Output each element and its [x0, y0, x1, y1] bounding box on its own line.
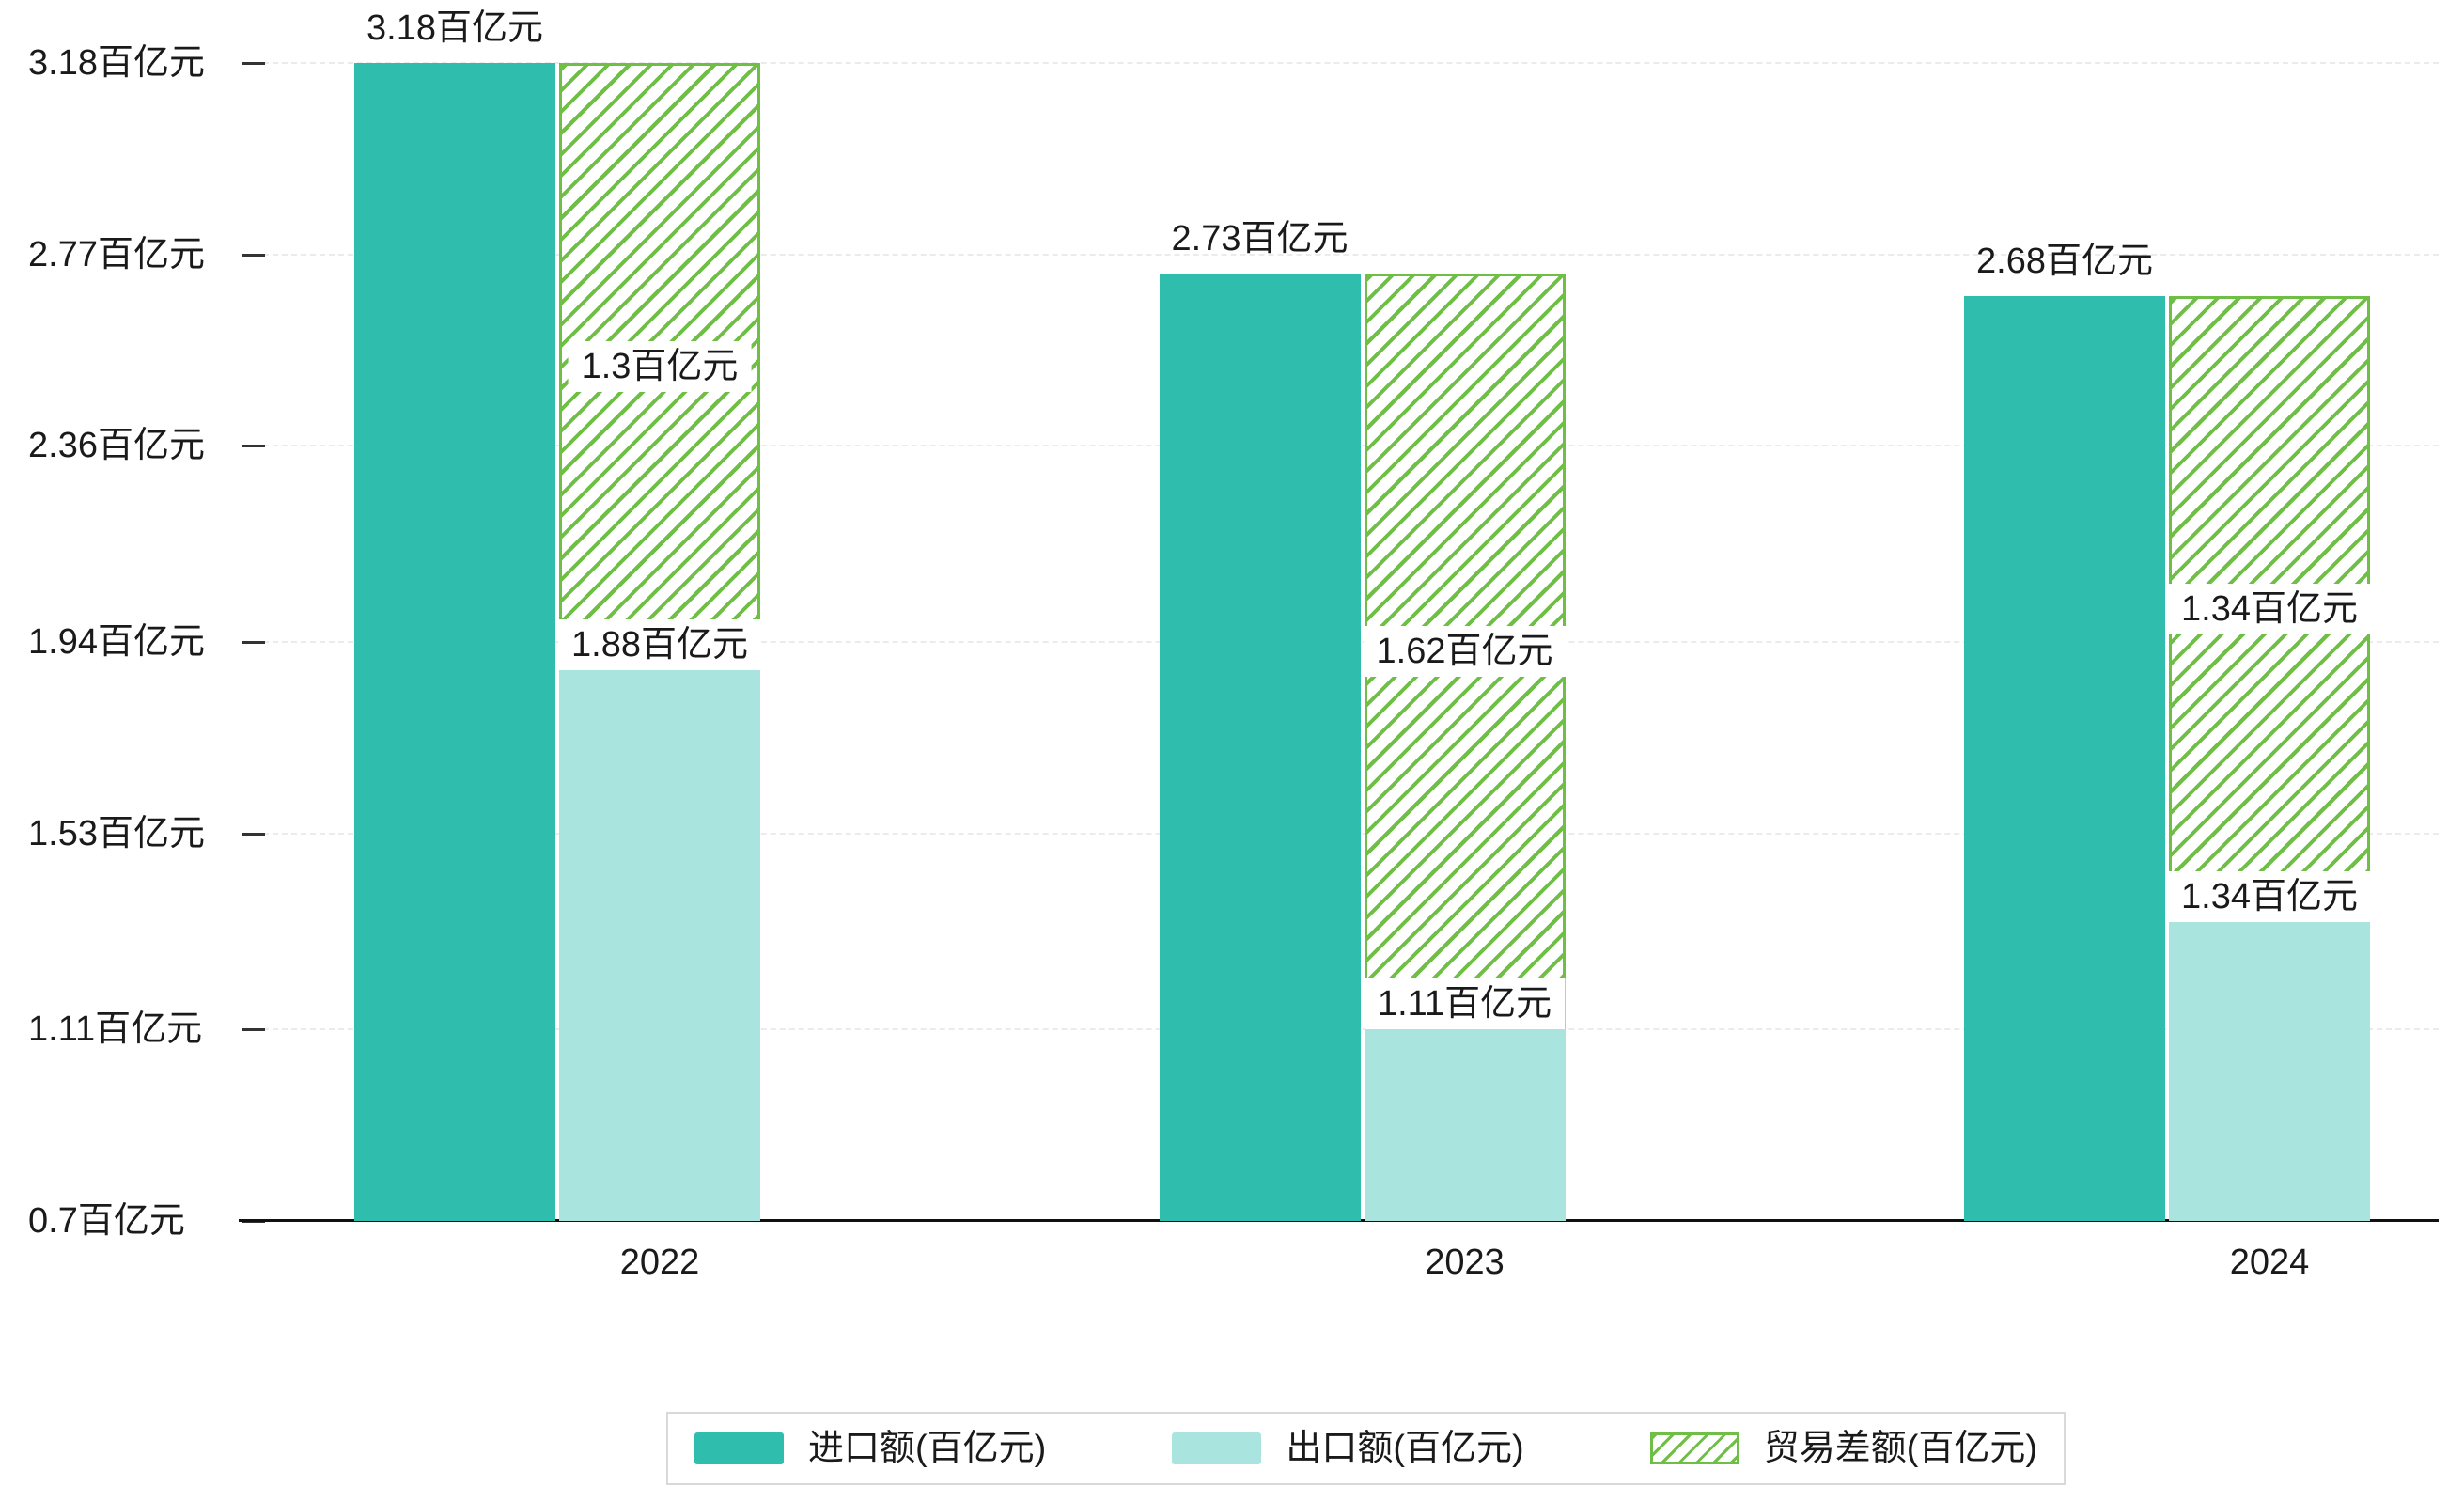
import-bar [354, 63, 555, 1221]
y-tick-mark [242, 832, 265, 836]
y-tick-mark [242, 1028, 265, 1032]
legend-label-trade-diff: 贸易差额(百亿元) [1763, 1429, 2037, 1468]
export-bar [1364, 1029, 1566, 1221]
legend-label-import: 进口额(百亿元) [808, 1429, 1047, 1468]
legend-label-export: 出口额(百亿元) [1286, 1429, 1524, 1468]
trade-diff-value-label: 1.34百亿元 [2168, 584, 2371, 635]
trade-diff-value-label: 1.62百亿元 [1363, 625, 1567, 677]
y-tick-label: 1.94百亿元 [28, 622, 205, 662]
import-bar [1159, 273, 1361, 1221]
x-tick-label: 2023 [1425, 1243, 1505, 1282]
legend: 进口额(百亿元) 出口额(百亿元) 贸易差额(百亿元) [666, 1412, 2066, 1485]
legend-item-export: 出口额(百亿元) [1172, 1427, 1524, 1470]
export-value-label: 1.11百亿元 [1364, 978, 1566, 1030]
y-tick-label: 2.36百亿元 [28, 426, 205, 466]
legend-item-import: 进口额(百亿元) [694, 1427, 1046, 1470]
y-tick-mark [242, 62, 265, 65]
export-bar [2169, 922, 2370, 1221]
y-tick-label: 3.18百亿元 [28, 43, 205, 83]
x-tick-label: 2022 [619, 1243, 700, 1282]
import-value-label: 2.73百亿元 [1171, 218, 1349, 258]
export-swatch-icon [1172, 1432, 1262, 1464]
export-value-label: 1.88百亿元 [558, 618, 761, 670]
import-value-label: 2.68百亿元 [1976, 242, 2153, 282]
import-bar [1964, 296, 2165, 1221]
y-tick-label: 1.11百亿元 [28, 1009, 203, 1050]
gridline [263, 62, 2439, 64]
x-tick-label: 2024 [2229, 1243, 2310, 1282]
import-value-label: 3.18百亿元 [366, 8, 543, 48]
y-tick-mark [242, 641, 265, 644]
y-tick-label: 0.7百亿元 [28, 1201, 185, 1241]
export-bar [559, 669, 760, 1221]
legend-item-trade-diff: 贸易差额(百亿元) [1649, 1427, 2037, 1470]
trade-diff-value-label: 1.3百亿元 [568, 340, 752, 392]
export-value-label: 1.34百亿元 [2168, 871, 2371, 923]
y-tick-label: 1.53百亿元 [28, 813, 205, 853]
y-tick-mark [242, 253, 265, 257]
y-tick-mark [242, 445, 265, 448]
trade-diff-hatched-swatch-icon [1649, 1432, 1739, 1464]
import-swatch-icon [694, 1432, 784, 1464]
y-tick-label: 2.77百亿元 [28, 234, 205, 274]
gridline [263, 253, 2439, 256]
